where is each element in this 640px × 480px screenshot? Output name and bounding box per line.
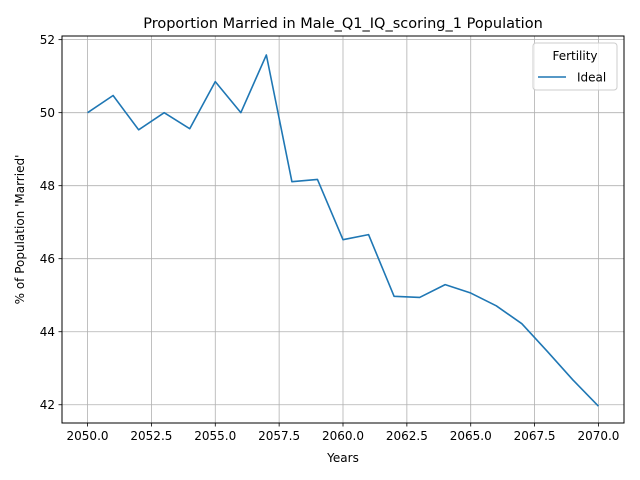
series-line-ideal: [87, 54, 600, 407]
axis-ticks: 2050.0 2052.5 2055.0 2057.5 2060.0 2062.5 2065…: [40, 33, 620, 443]
x-tick-label: 2062.5: [386, 429, 428, 443]
y-tick-label: 50: [40, 106, 55, 120]
x-tick-label: 2050.0: [67, 429, 109, 443]
y-tick-label: 42: [40, 398, 55, 412]
y-tick-label: 52: [40, 33, 55, 47]
x-tick-label: 2055.0: [194, 429, 236, 443]
legend-title: Fertility: [552, 49, 597, 63]
x-tick-label: 2070.0: [577, 429, 619, 443]
grid-lines: [62, 36, 624, 423]
y-axis-label: % of Population 'Married': [13, 155, 27, 305]
x-tick-label: 2060.0: [322, 429, 364, 443]
x-tick-label: 2052.5: [130, 429, 172, 443]
x-tick-label: 2065.0: [450, 429, 492, 443]
legend-entry-label: Ideal: [577, 70, 606, 84]
y-tick-label: 48: [40, 179, 55, 193]
x-tick-label: 2067.5: [514, 429, 556, 443]
series-lines: [87, 54, 600, 407]
y-tick-label: 46: [40, 252, 55, 266]
chart-title: Proportion Married in Male_Q1_IQ_scoring…: [143, 16, 543, 32]
x-tick-label: 2057.5: [258, 429, 300, 443]
legend-box: [532, 42, 618, 91]
x-axis-label: Years: [326, 451, 359, 465]
legend: Fertility Ideal: [532, 42, 618, 91]
y-tick-label: 44: [40, 325, 55, 339]
